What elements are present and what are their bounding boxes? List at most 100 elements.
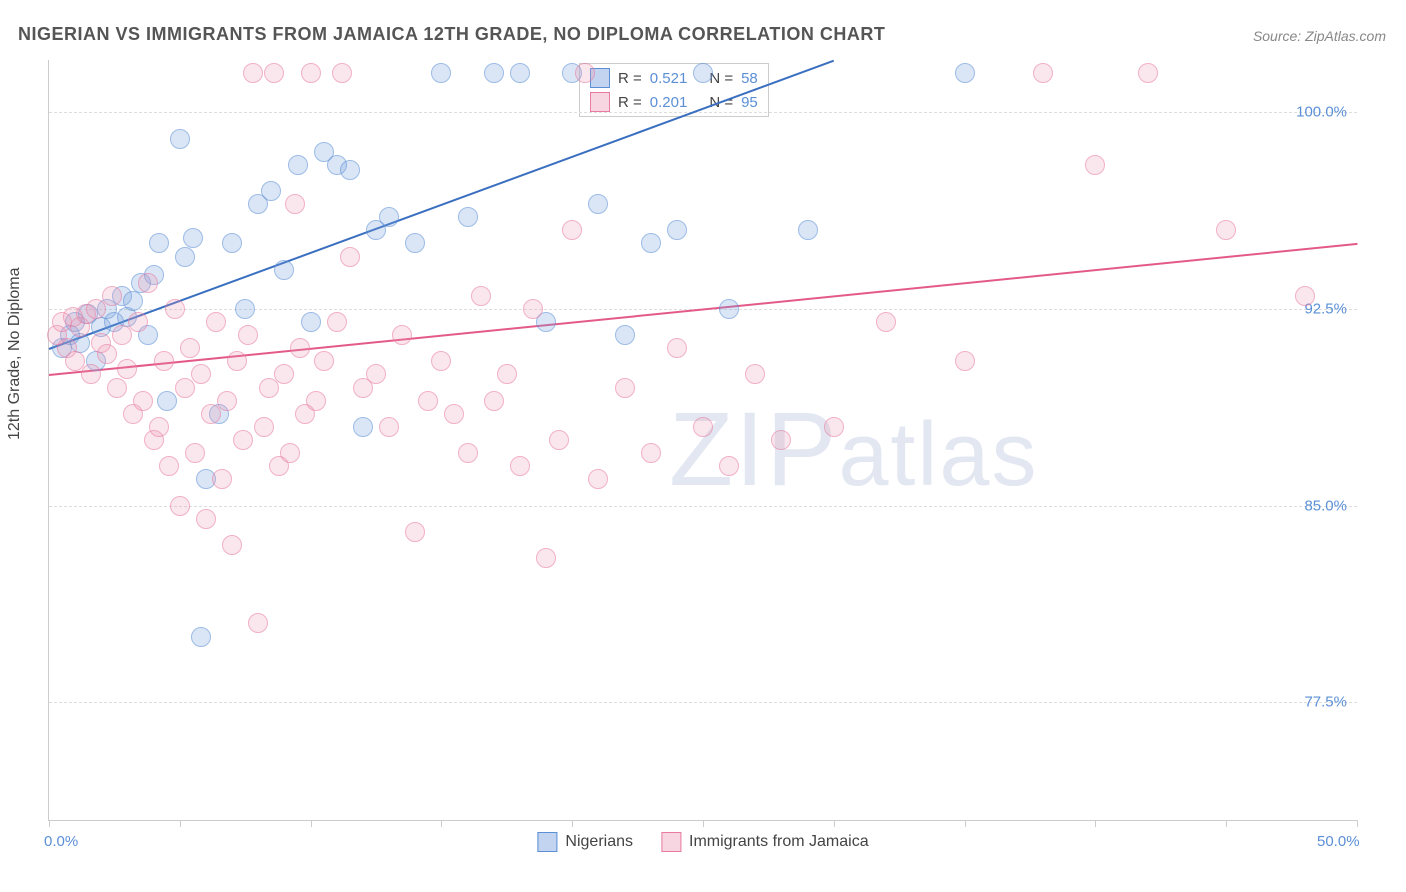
gridline xyxy=(49,702,1357,703)
data-point xyxy=(227,351,247,371)
x-tick xyxy=(572,820,573,827)
data-point xyxy=(243,63,263,83)
data-point xyxy=(484,63,504,83)
plot-area: ZIPatlas R = 0.521N = 58R = 0.201N = 95 … xyxy=(48,60,1357,821)
x-tick xyxy=(1226,820,1227,827)
data-point xyxy=(667,338,687,358)
y-tick-label: 77.5% xyxy=(1304,694,1347,711)
data-point xyxy=(212,469,232,489)
data-point xyxy=(523,299,543,319)
data-point xyxy=(1216,220,1236,240)
data-point xyxy=(149,417,169,437)
legend-item: Nigerians xyxy=(537,832,633,852)
data-point xyxy=(222,233,242,253)
x-tick xyxy=(834,820,835,827)
data-point xyxy=(1085,155,1105,175)
data-point xyxy=(81,364,101,384)
gridline xyxy=(49,506,1357,507)
data-point xyxy=(588,194,608,214)
data-point xyxy=(458,443,478,463)
data-point xyxy=(392,325,412,345)
data-point xyxy=(117,359,137,379)
data-point xyxy=(471,286,491,306)
data-point xyxy=(379,207,399,227)
data-point xyxy=(165,299,185,319)
data-point xyxy=(264,63,284,83)
data-point xyxy=(876,312,896,332)
watermark: ZIPatlas xyxy=(669,390,1038,510)
y-tick-label: 100.0% xyxy=(1296,104,1347,121)
legend-item: Immigrants from Jamaica xyxy=(661,832,869,852)
data-point xyxy=(510,63,530,83)
data-point xyxy=(274,364,294,384)
data-point xyxy=(1138,63,1158,83)
data-point xyxy=(222,535,242,555)
data-point xyxy=(183,228,203,248)
data-point xyxy=(510,456,530,476)
data-point xyxy=(107,378,127,398)
data-point xyxy=(575,63,595,83)
data-point xyxy=(641,233,661,253)
data-point xyxy=(175,247,195,267)
data-point xyxy=(588,469,608,489)
data-point xyxy=(615,378,635,398)
data-point xyxy=(366,364,386,384)
data-point xyxy=(771,430,791,450)
correlation-legend: R = 0.521N = 58R = 0.201N = 95 xyxy=(579,63,769,117)
data-point xyxy=(154,351,174,371)
data-point xyxy=(431,351,451,371)
data-point xyxy=(615,325,635,345)
data-point xyxy=(418,391,438,411)
data-point xyxy=(233,430,253,450)
data-point xyxy=(955,351,975,371)
data-point xyxy=(285,194,305,214)
data-point xyxy=(254,417,274,437)
data-point xyxy=(159,456,179,476)
data-point xyxy=(719,299,739,319)
y-axis-label: 12th Grade, No Diploma xyxy=(6,267,24,440)
data-point xyxy=(405,233,425,253)
data-point xyxy=(719,456,739,476)
data-point xyxy=(798,220,818,240)
data-point xyxy=(138,273,158,293)
data-point xyxy=(191,364,211,384)
data-point xyxy=(306,391,326,411)
data-point xyxy=(340,247,360,267)
data-point xyxy=(191,627,211,647)
data-point xyxy=(667,220,687,240)
data-point xyxy=(301,63,321,83)
data-point xyxy=(431,63,451,83)
data-point xyxy=(274,260,294,280)
data-point xyxy=(484,391,504,411)
x-tick xyxy=(441,820,442,827)
x-axis-label: 0.0% xyxy=(44,833,78,850)
data-point xyxy=(261,181,281,201)
data-point xyxy=(123,291,143,311)
data-point xyxy=(149,233,169,253)
data-point xyxy=(1033,63,1053,83)
data-point xyxy=(128,312,148,332)
data-point xyxy=(824,417,844,437)
data-point xyxy=(301,312,321,332)
data-point xyxy=(332,63,352,83)
x-tick xyxy=(965,820,966,827)
data-point xyxy=(314,351,334,371)
data-point xyxy=(97,344,117,364)
y-tick-label: 85.0% xyxy=(1304,497,1347,514)
series-legend: Nigerians Immigrants from Jamaica xyxy=(537,832,868,852)
data-point xyxy=(196,509,216,529)
x-tick xyxy=(180,820,181,827)
data-point xyxy=(327,312,347,332)
data-point xyxy=(379,417,399,437)
data-point xyxy=(235,299,255,319)
data-point xyxy=(497,364,517,384)
data-point xyxy=(641,443,661,463)
data-point xyxy=(549,430,569,450)
data-point xyxy=(1295,286,1315,306)
data-point xyxy=(157,391,177,411)
data-point xyxy=(693,63,713,83)
source-attribution: Source: ZipAtlas.com xyxy=(1253,28,1386,44)
data-point xyxy=(206,312,226,332)
gridline xyxy=(49,112,1357,113)
data-point xyxy=(536,548,556,568)
